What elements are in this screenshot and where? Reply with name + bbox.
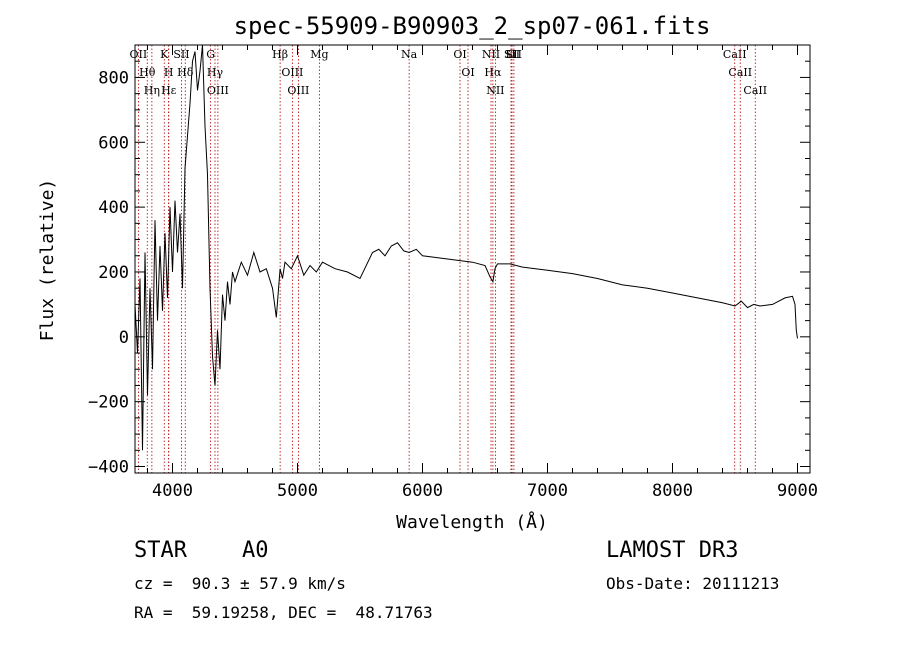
object-class: STAR [134, 538, 187, 563]
line-marker-label: NII [482, 48, 500, 61]
sky-coordinates: RA = 59.19258, DEC = 48.71763 [134, 603, 433, 622]
y-axis-label: Flux (relative) [37, 179, 58, 342]
line-marker-label: Hη [144, 84, 160, 97]
y-tick-label: 0 [119, 328, 129, 348]
x-tick-label: 9000 [777, 481, 818, 501]
line-marker-label: OIII [207, 84, 229, 97]
x-tick-label: 7000 [527, 481, 568, 501]
axis-ticks: 4000 5000 6000 7000 8000 9000 −400 −200 0 200 400 6… [88, 44, 818, 501]
line-marker-label: Na [401, 48, 418, 61]
object-subclass: A0 [242, 538, 269, 563]
line-marker-label: OI [461, 66, 474, 79]
line-marker-label: K [160, 48, 169, 61]
y-tick-label: −400 [88, 458, 129, 478]
line-marker-label: SII [173, 48, 189, 61]
line-marker-label: Mg [310, 48, 328, 61]
x-tick-label: 4000 [152, 481, 193, 501]
line-marker-label: OIII [287, 84, 309, 97]
line-marker-label: G [206, 48, 215, 61]
y-tick-label: 800 [98, 68, 129, 88]
line-marker-label: OII [130, 48, 148, 61]
line-marker-label: Hγ [207, 66, 224, 79]
y-tick-label: 200 [98, 263, 129, 283]
line-marker-label: Li [506, 48, 517, 61]
line-marker-label: CaII [728, 66, 752, 79]
y-tick-label: −200 [88, 393, 129, 413]
plot-frame [134, 44, 811, 474]
line-marker-label: NII [486, 84, 504, 97]
chart-title: spec-55909-B90903_2_sp07-061.fits [234, 12, 711, 40]
y-tick-label: 400 [98, 198, 129, 218]
line-marker-label: SII [504, 48, 520, 61]
line-marker-label: Hε [161, 84, 177, 97]
line-marker-label: CaII [723, 48, 747, 61]
line-marker-label: H [164, 66, 174, 79]
survey-name: LAMOST DR3 [606, 538, 739, 563]
redshift-velocity: cz = 90.3 ± 57.9 km/s [134, 574, 346, 593]
line-marker-label: OIII [281, 66, 303, 79]
line-marker-label: SII [506, 48, 522, 61]
spectrum-series-line [134, 44, 798, 451]
x-tick-label: 8000 [652, 481, 693, 501]
x-tick-label: 5000 [277, 481, 318, 501]
observation-date: Obs-Date: 20111213 [606, 574, 780, 593]
line-marker-label: Hβ [272, 48, 288, 61]
line-marker-label: Hα [484, 66, 502, 79]
x-axis-label: Wavelength (Å) [396, 511, 548, 533]
line-marker-label: CaII [743, 84, 767, 97]
line-marker-label: OI [453, 48, 466, 61]
line-marker-label: Hθ [139, 66, 156, 79]
y-tick-label: 600 [98, 133, 129, 153]
line-marker-label: Hδ [177, 66, 194, 79]
x-tick-label: 6000 [402, 481, 443, 501]
